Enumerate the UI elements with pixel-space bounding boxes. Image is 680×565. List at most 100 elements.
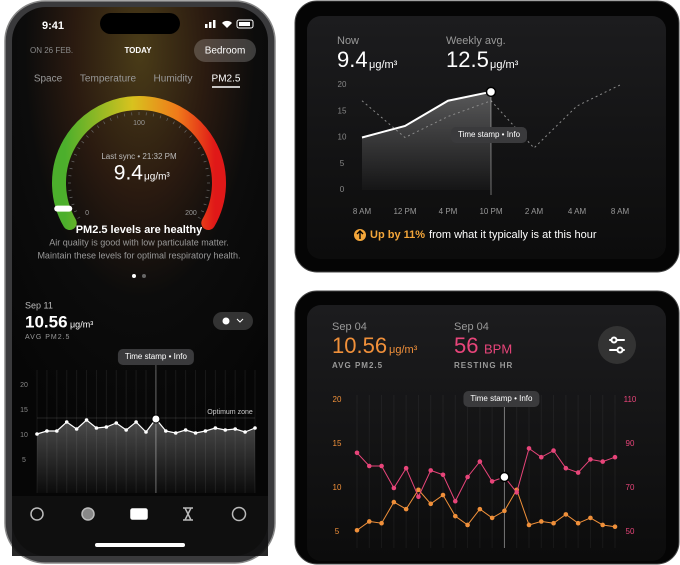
tab-icon[interactable]: [130, 508, 148, 520]
room-button[interactable]: [194, 39, 256, 62]
point: [526, 446, 532, 451]
status-icons: [205, 19, 254, 29]
point: [173, 431, 178, 435]
tab-icon[interactable]: [231, 506, 247, 522]
chart-unit: μg/m³: [70, 319, 93, 329]
y-tick-label: 15: [20, 407, 28, 414]
point: [477, 506, 483, 512]
area: [362, 91, 491, 190]
gauge-tick-label: 100: [133, 120, 145, 127]
point: [94, 426, 99, 430]
now-unit: μg/m³: [369, 59, 398, 71]
line: [361, 90, 492, 139]
status-text: Maintain these levels for optimal respir…: [37, 250, 240, 260]
point: [440, 492, 446, 498]
date-prev[interactable]: ON 26 FEB.: [30, 46, 73, 55]
point: [452, 498, 458, 504]
point: [45, 429, 49, 433]
gauge-minor-tick: [81, 140, 85, 144]
gauge-minor-tick: [86, 135, 89, 138]
point: [354, 527, 360, 533]
gauge-tick-label: 0: [85, 210, 89, 217]
point: [55, 429, 59, 433]
y-tick-label: 5: [335, 527, 340, 536]
point: [489, 479, 495, 484]
point: [575, 470, 581, 475]
point: [440, 472, 446, 478]
area: [37, 419, 255, 493]
point: [366, 519, 372, 524]
gauge-minor-tick: [203, 160, 207, 163]
y-tick-label: 10: [338, 133, 347, 142]
gauge-minor-tick: [200, 210, 205, 213]
point: [253, 426, 257, 430]
tab[interactable]: Space: [34, 74, 63, 85]
gauge-minor-tick: [178, 125, 182, 129]
legend-label: Weekly avg.: [446, 35, 506, 47]
metric-label: AVG PM2.5: [332, 361, 383, 370]
tab-icon[interactable]: [30, 507, 44, 521]
line: [356, 447, 616, 503]
date-current[interactable]: TODAY: [124, 46, 152, 55]
toggle-icon[interactable]: [222, 317, 230, 325]
tab-icons: [30, 506, 247, 522]
point: [379, 520, 384, 526]
point: [144, 430, 148, 434]
tab[interactable]: PM2.5: [212, 74, 241, 85]
y2-tick-label: 110: [624, 395, 637, 404]
card-screen: [307, 305, 666, 561]
gauge-minor-tick: [205, 196, 209, 199]
gauge-minor-tick: [69, 167, 73, 170]
x-tick-label: 10 PM: [479, 207, 502, 216]
gauge-minor-tick: [184, 130, 187, 133]
point: [114, 421, 119, 425]
tab-icon[interactable]: [81, 507, 95, 521]
y-tick-label: 0: [340, 185, 345, 194]
gauge-minor-tick: [200, 153, 205, 156]
metric-unit: μg/m³: [389, 344, 418, 356]
gauge-minor-tick: [172, 121, 175, 125]
gauge-minor-tick: [96, 125, 100, 129]
point: [379, 463, 384, 469]
highlight: Up by 11%: [370, 229, 425, 241]
point: [600, 522, 606, 528]
chart-date: Sep 11: [25, 300, 53, 310]
point: [416, 494, 421, 500]
y-tick-label: 20: [333, 395, 342, 404]
point: [203, 429, 208, 433]
x-tick-label: 4 AM: [568, 207, 587, 216]
gauge-minor-tick: [71, 203, 75, 206]
x-tick-label: 4 PM: [439, 207, 458, 216]
y-tick-label: 5: [22, 457, 26, 464]
chart-value: 10.56: [25, 312, 68, 331]
toggle[interactable]: [213, 312, 253, 330]
point: [416, 487, 421, 493]
avg-unit: μg/m³: [490, 59, 519, 71]
point: [35, 432, 39, 436]
annotation: Optimum zone: [207, 409, 253, 416]
room-button-label[interactable]: Bedroom: [205, 46, 246, 57]
y-tick-label: 5: [340, 159, 345, 168]
y-tick-label: 20: [20, 382, 28, 389]
settings-button[interactable]: [598, 326, 636, 364]
gauge-minor-tick: [69, 196, 73, 199]
gauge-minor-tick: [197, 147, 201, 150]
now-value: 9.4: [337, 47, 368, 72]
footer-text: from what it typically is at this hour: [429, 229, 597, 241]
gauge-minor-tick: [109, 117, 112, 122]
tab[interactable]: Humidity: [154, 74, 193, 85]
tab-icon[interactable]: [183, 507, 193, 521]
point: [366, 463, 372, 469]
point: [391, 499, 397, 505]
gauge-minor-tick: [103, 121, 106, 125]
point: [526, 522, 532, 528]
y2-tick-label: 90: [626, 439, 635, 448]
tab[interactable]: Temperature: [80, 74, 137, 85]
selected-point: [485, 86, 497, 98]
gauge-minor-tick: [193, 140, 197, 144]
gauge-value: 9.4: [114, 162, 144, 185]
toggle-chevron[interactable]: [236, 318, 244, 323]
gauge-unit: μg/m³: [144, 172, 170, 183]
point: [354, 450, 360, 456]
